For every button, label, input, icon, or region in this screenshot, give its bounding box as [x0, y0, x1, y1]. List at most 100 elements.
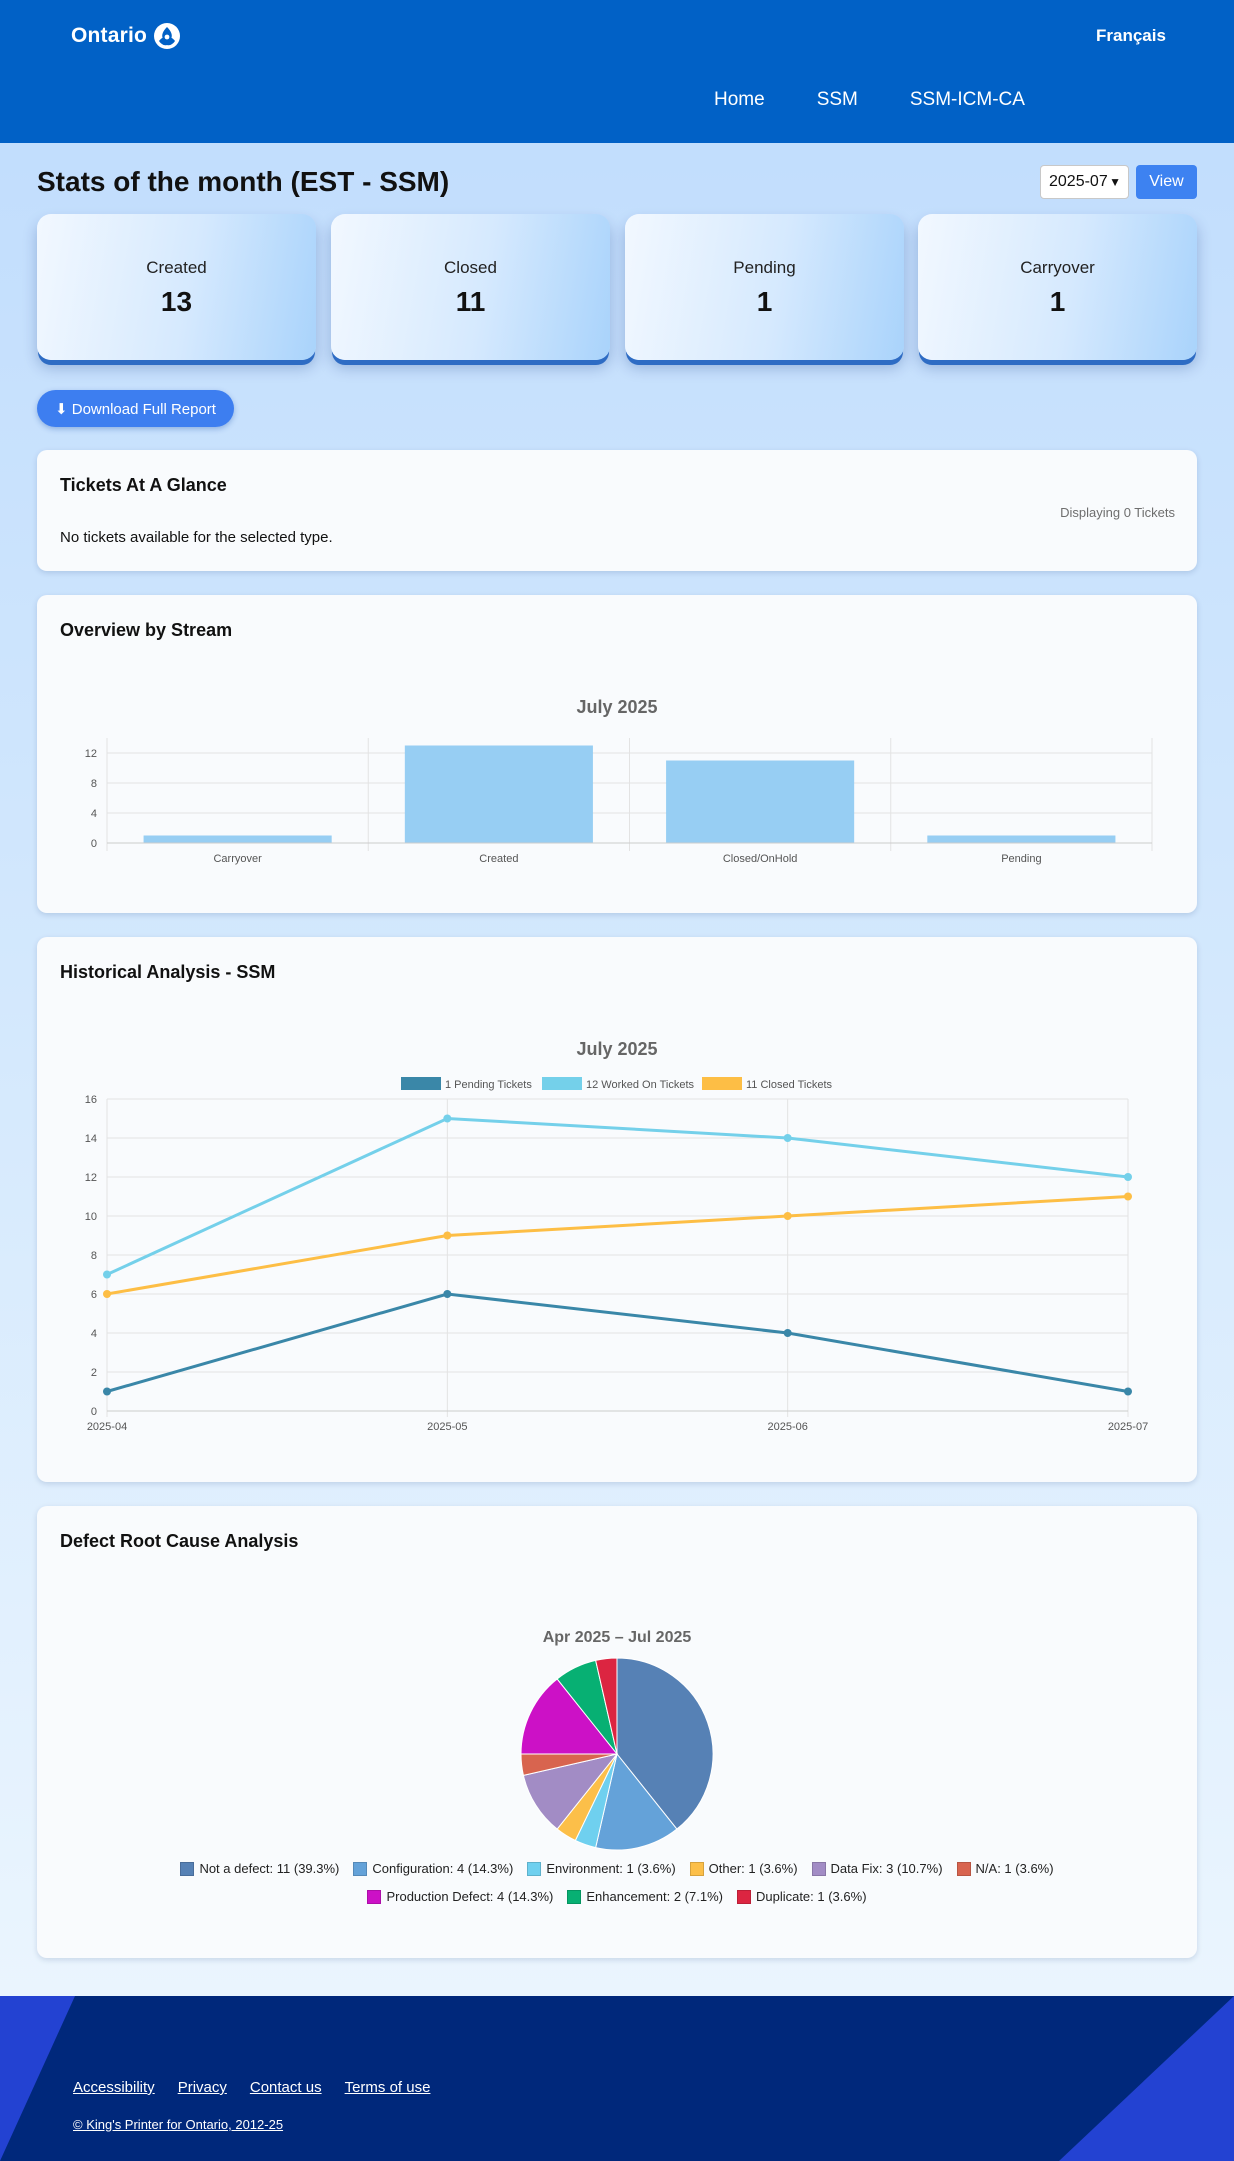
legend-item: Not a defect: 11 (39.3%)	[180, 1861, 339, 1876]
footer-link-accessibility[interactable]: Accessibility	[73, 2079, 155, 2096]
data-point	[103, 1290, 111, 1298]
x-tick-label: Pending	[1001, 853, 1041, 865]
footer-link-terms[interactable]: Terms of use	[344, 2079, 431, 2096]
chart-title: July 2025	[576, 1039, 657, 1059]
legend-label: Duplicate: 1 (3.6%)	[755, 1889, 867, 1904]
download-report-button[interactable]: ⬇ Download Full Report	[37, 390, 234, 427]
stat-card-pending: Pending 1	[625, 214, 904, 360]
pie-slice	[520, 1678, 619, 1755]
stat-card-closed: Closed 11	[331, 214, 610, 360]
y-tick-label: 14	[85, 1133, 97, 1145]
stat-card-carryover: Carryover 1	[918, 214, 1197, 360]
legend-label: Production Defect: 4 (14.3%)	[386, 1889, 554, 1904]
legend-row: Not a defect: 11 (39.3%) Configuration: 4…	[37, 1861, 1197, 1876]
panel-title: Tickets At A Glance	[60, 475, 227, 495]
y-tick-label: 16	[85, 1094, 97, 1106]
x-tick-label: 2025-04	[87, 1421, 127, 1433]
page-title: Stats of the month (EST - SSM)	[37, 166, 450, 197]
legend-label: N/A: 1 (3.6%)	[975, 1861, 1054, 1876]
footer-decoration	[1059, 1996, 1234, 2161]
y-tick-label: 8	[91, 1250, 97, 1262]
stream-bar-chart: July 2025 0 4 8 12 Carryover Created Closed/OnH…	[85, 697, 1153, 865]
data-point	[783, 1329, 792, 1337]
stat-value: 11	[455, 286, 486, 317]
nav-item-ssm-icm-ca[interactable]: SSM-ICM-CA	[909, 89, 1025, 110]
legend-swatch	[689, 1861, 704, 1876]
ticket-count-text: Displaying 0 Tickets	[1060, 505, 1175, 520]
legend-label: Not a defect: 11 (39.3%)	[199, 1861, 340, 1876]
chart-title: Apr 2025 – Jul 2025	[543, 1629, 692, 1646]
series-line	[106, 1195, 1129, 1296]
y-tick-label: 12	[85, 748, 97, 760]
legend-item: Duplicate: 1 (3.6%)	[736, 1889, 867, 1904]
legend-swatch	[180, 1861, 195, 1876]
legend-swatch	[401, 1077, 441, 1090]
data-point	[1124, 1173, 1132, 1181]
site-footer: Accessibility Privacy Contact us Terms o…	[0, 1996, 1234, 2161]
defect-pie-chart: Apr 2025 – Jul 2025	[520, 1629, 714, 1851]
stat-value: 1	[756, 286, 773, 317]
legend-label: 1 Pending Tickets	[445, 1079, 532, 1091]
x-tick-label: Created	[479, 853, 518, 865]
legend-item: Production Defect: 4 (14.3%)	[367, 1889, 553, 1904]
stat-label: Closed	[444, 258, 497, 277]
data-point	[783, 1134, 792, 1142]
tickets-panel: Tickets At A Glance Displaying 0 Tickets…	[37, 450, 1197, 571]
data-point	[103, 1270, 111, 1279]
brand-name: Ontario	[71, 24, 148, 47]
footer-link-contact[interactable]: Contact us	[249, 2079, 322, 2096]
y-tick-label: 6	[91, 1289, 97, 1301]
stat-label: Carryover	[1020, 258, 1095, 277]
defect-panel: Defect Root Cause Analysis Apr 2025 – Ju…	[37, 1506, 1197, 1958]
nav-item-ssm[interactable]: SSM	[816, 89, 858, 110]
pie-legend: Not a defect: 11 (39.3%) Configuration: 4…	[37, 1861, 1197, 1917]
legend-label: 11 Closed Tickets	[746, 1079, 833, 1091]
ontario-logo[interactable]: Ontario	[71, 22, 181, 50]
y-tick-label: 4	[91, 1328, 97, 1340]
month-select-value: 2025-07	[1049, 173, 1108, 190]
y-tick-label: 0	[91, 838, 97, 850]
view-button[interactable]: View	[1136, 165, 1197, 199]
y-tick-label: 2	[91, 1367, 97, 1379]
legend-label: Data Fix: 3 (10.7%)	[830, 1861, 943, 1876]
bar	[927, 835, 1116, 843]
historical-panel: Historical Analysis - SSM July 2025 1 Pen…	[37, 937, 1197, 1482]
empty-tickets-message: No tickets available for the selected ty…	[60, 529, 333, 546]
stat-value: 13	[160, 286, 193, 317]
legend-label: Configuration: 4 (14.3%)	[372, 1861, 514, 1876]
nav-item-home[interactable]: Home	[714, 89, 765, 110]
y-tick-label: 12	[85, 1172, 97, 1184]
historical-line-chart: July 2025 1 Pending Tickets 12 Worked On T…	[85, 1039, 1148, 1433]
x-tick-label: 2025-07	[1108, 1421, 1148, 1433]
pie-slice	[616, 1657, 714, 1830]
y-tick-label: 4	[91, 808, 97, 820]
x-tick-label: 2025-06	[767, 1421, 807, 1433]
legend-label: Enhancement: 2 (7.1%)	[586, 1889, 723, 1904]
legend-label: Other: 1 (3.6%)	[708, 1861, 798, 1876]
chart-title: July 2025	[576, 697, 657, 717]
x-tick-label: 2025-05	[427, 1421, 467, 1433]
data-point	[443, 1231, 452, 1240]
bar	[404, 745, 593, 843]
copyright-link[interactable]: © King's Printer for Ontario, 2012-25	[73, 2117, 284, 2132]
x-tick-label: Carryover	[213, 853, 262, 865]
month-select[interactable]: 2025-07 ▼	[1040, 165, 1129, 199]
legend-row: Production Defect: 4 (14.3%) Enhancement:…	[37, 1889, 1197, 1904]
legend-label: 12 Worked On Tickets	[586, 1079, 695, 1091]
trillium-icon	[154, 23, 181, 49]
stat-label: Pending	[733, 258, 796, 277]
series-line	[106, 1292, 1129, 1393]
footer-links: Accessibility Privacy Contact us Terms o…	[73, 2079, 430, 2096]
legend-swatch	[702, 1077, 742, 1090]
footer-decoration	[0, 1996, 75, 2161]
legend-item: Configuration: 4 (14.3%)	[353, 1861, 513, 1876]
stat-value: 1	[1049, 286, 1066, 317]
main-nav: Home SSM SSM-ICM-CA	[714, 89, 1025, 111]
x-tick-label: Closed/OnHold	[723, 853, 798, 865]
y-tick-label: 8	[91, 778, 97, 790]
site-header: Ontario Français Home SSM SSM-ICM-CA	[0, 0, 1234, 143]
stat-label: Created	[146, 258, 207, 277]
language-toggle-link[interactable]: Français	[1096, 26, 1166, 45]
legend-swatch	[567, 1889, 582, 1904]
footer-link-privacy[interactable]: Privacy	[177, 2079, 227, 2096]
